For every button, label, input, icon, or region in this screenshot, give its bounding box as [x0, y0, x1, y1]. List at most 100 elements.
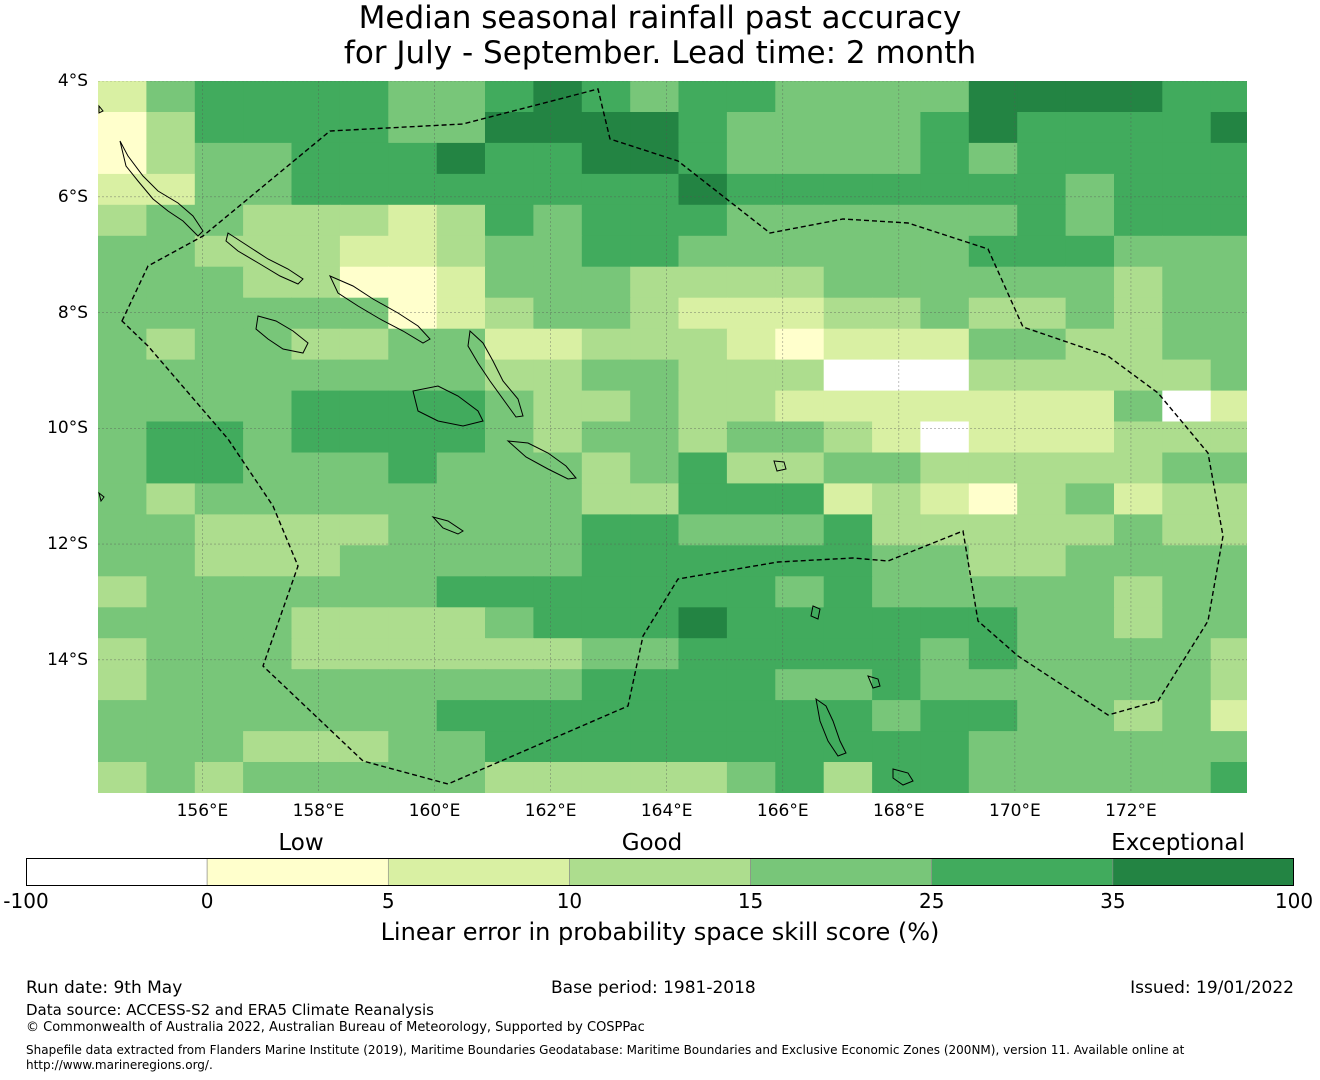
skill-cell: [1162, 204, 1212, 237]
skill-cell: [533, 297, 583, 330]
skill-cell: [339, 700, 389, 732]
skill-cell: [194, 762, 244, 793]
skill-cell: [1065, 669, 1115, 701]
skill-cell: [339, 762, 389, 793]
skill-cell: [98, 669, 147, 701]
coastline-santa-cruz: [773, 460, 787, 472]
skill-cell: [243, 483, 293, 515]
skill-cell: [291, 173, 341, 206]
skill-cell: [1162, 421, 1212, 454]
skill-cell: [98, 607, 147, 639]
skill-cell: [1114, 142, 1163, 175]
skill-cell: [98, 173, 147, 206]
skill-cell: [533, 142, 583, 175]
skill-cell: [243, 266, 293, 299]
skill-cell: [388, 514, 438, 546]
skill-cell: [243, 669, 293, 701]
longitude-label: 172°E: [1105, 801, 1157, 821]
skill-cell: [1017, 607, 1067, 639]
skill-cell: [388, 328, 438, 361]
skill-cell: [1162, 81, 1212, 113]
coastline-efate: [892, 768, 914, 786]
skill-cell: [872, 266, 922, 299]
eez-boundary: [121, 88, 1224, 785]
skill-cell: [630, 576, 680, 608]
skill-cell: [98, 731, 147, 763]
skill-cell: [436, 204, 486, 237]
skill-cell: [436, 576, 486, 608]
colorbar-tick-label: 100: [1274, 889, 1314, 913]
skill-cell: [823, 452, 873, 485]
skill-cell: [291, 142, 341, 175]
skill-cell: [823, 576, 873, 608]
coastline-islet-2: [98, 104, 104, 114]
skill-cell: [243, 328, 293, 361]
skill-cell: [726, 483, 776, 515]
skill-cell: [872, 112, 922, 144]
skill-cell: [1114, 112, 1163, 144]
skill-cell: [533, 390, 583, 423]
skill-cell: [98, 514, 147, 546]
skill-cell: [678, 235, 728, 268]
skill-cell: [630, 731, 680, 763]
skill-cell: [146, 483, 196, 515]
skill-cell: [1210, 421, 1247, 454]
skill-cell: [823, 545, 873, 577]
skill-cell: [146, 762, 196, 793]
skill-cell: [1162, 266, 1212, 299]
skill-cell: [98, 638, 147, 670]
skill-cell: [1162, 390, 1212, 423]
colorbar-segment: [750, 858, 933, 886]
skill-cell: [775, 576, 825, 608]
skill-cell: [1210, 266, 1247, 299]
skill-cell: [581, 421, 631, 454]
skill-cell: [726, 266, 776, 299]
skill-cell: [775, 638, 825, 670]
skill-cell: [485, 762, 534, 793]
skill-cell: [581, 669, 631, 701]
skill-cell: [533, 421, 583, 454]
skill-cell: [678, 669, 728, 701]
skill-cell: [485, 421, 534, 454]
skill-cell: [920, 173, 970, 206]
skill-cell: [920, 669, 970, 701]
colorbar-tick-label: 5: [381, 889, 395, 913]
skill-cell: [436, 390, 486, 423]
skill-cell: [726, 81, 776, 113]
skill-cell: [1065, 762, 1115, 793]
skill-cell: [823, 81, 873, 113]
skill-cell: [920, 328, 970, 361]
skill-cell: [98, 266, 147, 299]
skill-cell: [630, 204, 680, 237]
skill-cell: [194, 669, 244, 701]
skill-score-map: [98, 81, 1247, 793]
skill-cell: [775, 328, 825, 361]
copyright-note: © Commonwealth of Australia 2022, Austra…: [26, 1020, 645, 1035]
skill-cell: [1065, 235, 1115, 268]
skill-cell: [291, 359, 341, 392]
skill-cell: [1114, 731, 1163, 763]
skill-cell: [194, 266, 244, 299]
skill-cell: [146, 112, 196, 144]
skill-cell: [388, 235, 438, 268]
skill-cell: [581, 266, 631, 299]
skill-cell: [1162, 762, 1212, 793]
skill-cell: [243, 112, 293, 144]
colorbar-segment: [931, 858, 1114, 886]
skill-cell: [339, 142, 389, 175]
skill-cell: [581, 142, 631, 175]
skill-cell: [485, 173, 534, 206]
skill-cell: [98, 545, 147, 577]
skill-cell: [194, 297, 244, 330]
skill-cell: [1017, 142, 1067, 175]
skill-cell: [485, 483, 534, 515]
skill-cell: [630, 81, 680, 113]
skill-cell: [291, 514, 341, 546]
colorbar-segment: [569, 858, 751, 886]
skill-cell: [194, 421, 244, 454]
skill-cell: [968, 483, 1018, 515]
skill-cell: [775, 297, 825, 330]
skill-cell: [872, 731, 922, 763]
skill-cell: [726, 235, 776, 268]
skill-cell: [146, 607, 196, 639]
